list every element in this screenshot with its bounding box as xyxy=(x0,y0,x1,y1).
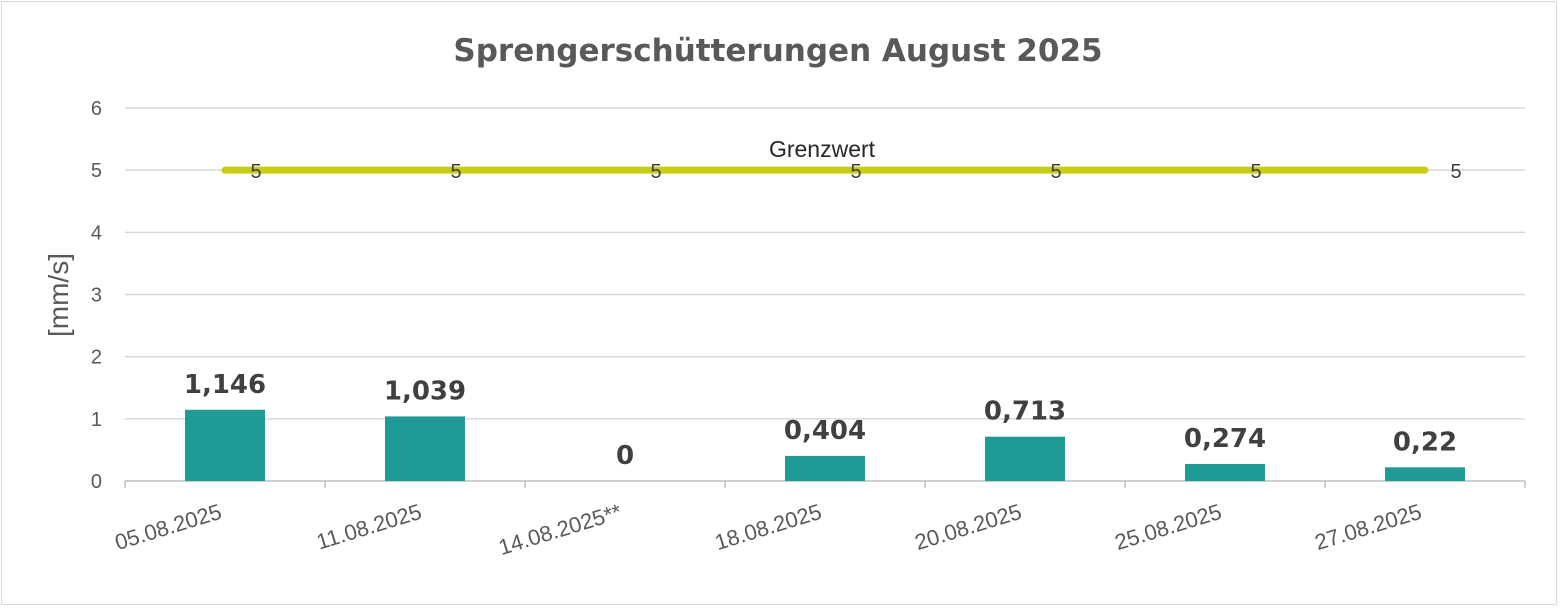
bar-value-label: 0,404 xyxy=(784,416,866,446)
limit-value-label: 5 xyxy=(650,161,661,183)
limit-value-label: 5 xyxy=(1250,161,1261,183)
limit-value-label: 5 xyxy=(1450,161,1461,183)
x-tick-label: 14.08.2025** xyxy=(495,499,624,560)
bar xyxy=(1185,463,1265,481)
y-axis-ticks: 0 1 2 3 4 5 6 xyxy=(91,98,102,493)
limit-value-label: 5 xyxy=(250,161,261,183)
y-tick-label: 1 xyxy=(91,409,102,431)
y-tick-label: 5 xyxy=(91,160,102,182)
x-tick-label: 11.08.2025 xyxy=(313,499,424,555)
bar-value-label: 1,039 xyxy=(384,376,466,406)
x-axis-ticks: 05.08.2025 11.08.2025 14.08.2025** 18.08.20… xyxy=(112,499,1425,560)
x-tick-label: 20.08.2025 xyxy=(912,499,1025,555)
bar xyxy=(985,436,1065,481)
bar xyxy=(1385,467,1465,481)
y-tick-label: 2 xyxy=(91,347,102,369)
limit-value-label: 5 xyxy=(450,161,461,183)
x-tick-label: 27.08.2025 xyxy=(1312,499,1425,555)
bar-value-label: 1,146 xyxy=(184,370,266,400)
bar-value-label: 0,22 xyxy=(1393,427,1457,457)
bar-value-label: 0,713 xyxy=(984,397,1066,427)
chart-title: Sprengerschütterungen August 2025 xyxy=(453,33,1102,69)
x-tick-label: 25.08.2025 xyxy=(1112,499,1225,555)
x-tick-label: 18.08.2025 xyxy=(712,499,825,555)
limit-value-label: 5 xyxy=(850,161,861,183)
bar-value-label: 0 xyxy=(616,441,634,471)
bar xyxy=(785,455,865,481)
bar xyxy=(385,416,465,481)
bars: 1,146 1,039 0 0,404 0,713 0,274 0,22 xyxy=(184,370,1465,481)
limit-value-label: 5 xyxy=(1050,161,1061,183)
limit-line-name: Grenzwert xyxy=(769,136,876,162)
x-tick-label: 05.08.2025 xyxy=(112,499,225,555)
y-tick-label: 3 xyxy=(91,285,102,307)
y-tick-label: 6 xyxy=(91,98,102,120)
bar-value-label: 0,274 xyxy=(1184,424,1266,454)
y-axis-label: [mm/s] xyxy=(43,253,74,337)
bar xyxy=(185,409,265,481)
y-tick-label: 4 xyxy=(91,222,102,244)
y-tick-label: 0 xyxy=(91,471,102,493)
